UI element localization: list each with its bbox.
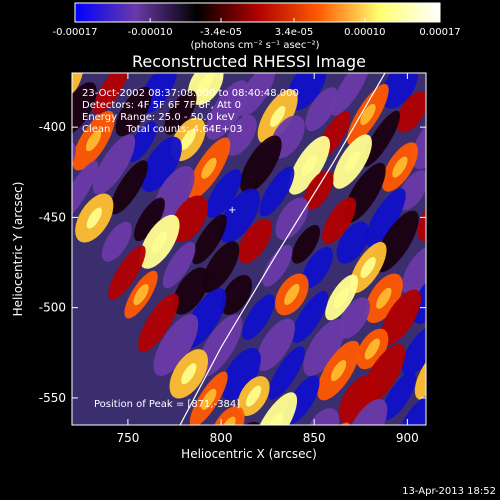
colorbar-tick-label: -3.4e-05 (200, 27, 242, 38)
peak-marker: + (228, 205, 236, 216)
x-tick-label: 900 (396, 431, 419, 445)
x-tick-label: 750 (116, 431, 139, 445)
x-tick-label: 850 (303, 431, 326, 445)
y-axis: -400 -450 -500 -550 (39, 120, 426, 405)
y-tick-label: -500 (39, 301, 66, 315)
colorbar-tick-label: 3.4e-05 (275, 27, 313, 38)
x-axis-label: Heliocentric X (arcsec) (181, 447, 317, 461)
chart-title: Reconstructed RHESSI Image (132, 52, 366, 71)
colorbar-tick-label: -0.00010 (128, 27, 173, 38)
y-axis-label: Heliocentric Y (arcsec) (11, 182, 25, 317)
y-tick-label: -550 (39, 391, 66, 405)
plot-frame (71, 72, 427, 426)
colorbar-tick-label: 0.00017 (419, 27, 460, 38)
heatmap-image: + (72, 73, 426, 425)
colorbar-ticks: -0.00017 -0.00010 -3.4e-05 3.4e-05 0.00010 0.… (53, 18, 461, 38)
y-tick-label: -450 (39, 210, 66, 224)
annotation-peak-position: Position of Peak = [871,-384] (94, 399, 240, 410)
annotation-clean-counts: Clean Total counts: 4.64E+03 (82, 124, 242, 135)
annotation-time: 23-Oct-2002 08:37:08.000 to 08:40:48.000 (82, 88, 299, 99)
x-tick-label: 800 (210, 431, 233, 445)
y-tick-label: -400 (39, 120, 66, 134)
annotation-energy: Energy Range: 25.0 - 50.0 keV (82, 112, 235, 123)
colorbar-tick-label: -0.00017 (53, 27, 98, 38)
footer-timestamp: 13-Apr-2013 18:52 (402, 486, 496, 497)
annotation-detectors: Detectors: 4F 5F 6F 7F 8F, Att 0 (82, 100, 241, 111)
x-axis: 750 800 850 900 (116, 73, 419, 445)
colorbar-tick-label: 0.00010 (344, 27, 385, 38)
solar-limb-curve (179, 73, 386, 425)
colorbar-unit-label: (photons cm⁻² s⁻¹ asec⁻²) (190, 40, 319, 51)
colorbar (74, 2, 441, 23)
